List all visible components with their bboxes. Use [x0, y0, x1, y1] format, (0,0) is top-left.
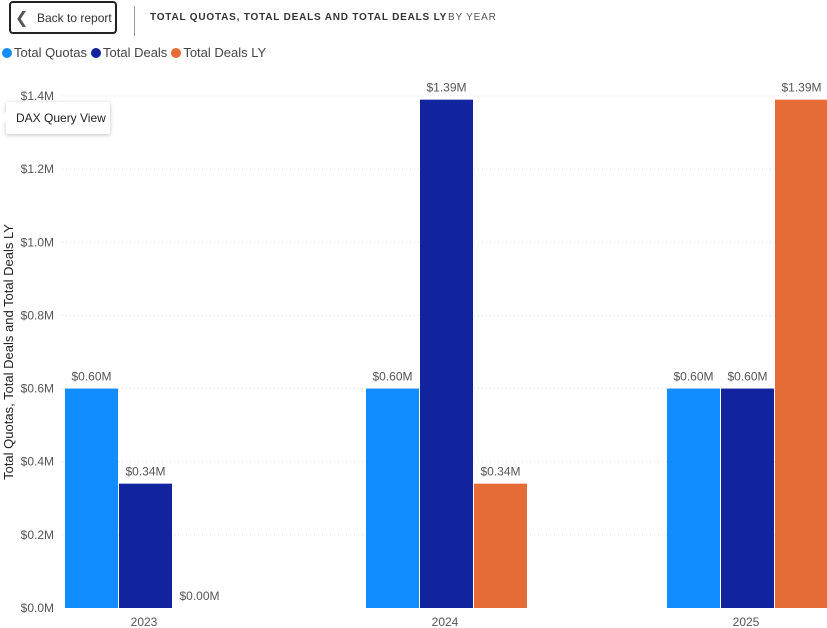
- legend: Total Quotas Total Deals Total Deals LY: [2, 45, 270, 60]
- data-label: $1.39M: [426, 81, 466, 95]
- y-tick-label: $0.0M: [21, 601, 54, 615]
- legend-item-total-deals-ly[interactable]: Total Deals LY: [171, 45, 266, 60]
- y-tick-label: $1.0M: [21, 235, 54, 249]
- x-tick-label: 2025: [733, 615, 760, 628]
- y-axis-title: Total Quotas, Total Deals and Total Deal…: [1, 224, 16, 480]
- bar[interactable]: [119, 483, 172, 608]
- dax-query-view-tooltip: DAX Query View: [0, 102, 110, 134]
- data-label: $0.60M: [372, 370, 412, 384]
- data-label: $0.34M: [125, 465, 165, 479]
- y-tick-label: $0.2M: [21, 528, 54, 542]
- bar[interactable]: [420, 99, 473, 609]
- bar[interactable]: [474, 483, 527, 608]
- chart-subtitle: BY YEAR: [448, 12, 497, 23]
- chart-title: TOTAL QUOTAS, TOTAL DEALS AND TOTAL DEAL…: [150, 12, 448, 23]
- back-to-report-button[interactable]: ❮ Back to report: [9, 1, 117, 34]
- y-tick-label: $0.4M: [21, 455, 54, 469]
- legend-item-total-quotas[interactable]: Total Quotas: [2, 45, 87, 60]
- legend-label: Total Deals LY: [183, 45, 267, 60]
- y-tick-label: $1.4M: [21, 89, 54, 103]
- data-label: $0.34M: [480, 465, 520, 479]
- divider: [134, 6, 135, 36]
- y-tick-label: $0.6M: [21, 382, 54, 396]
- bar[interactable]: [366, 388, 419, 608]
- bar[interactable]: [775, 99, 827, 609]
- x-tick-label: 2024: [432, 615, 459, 628]
- bar[interactable]: [667, 388, 720, 608]
- legend-label: Total Deals: [103, 45, 168, 60]
- legend-dot: [171, 47, 182, 58]
- legend-dot: [91, 47, 101, 58]
- y-tick-label: $1.2M: [21, 162, 54, 176]
- back-label: Back to report: [37, 10, 112, 25]
- data-label: $0.60M: [727, 370, 767, 384]
- chevron-left-icon: ❮: [15, 9, 29, 27]
- legend-item-total-deals[interactable]: Total Deals: [91, 45, 167, 60]
- data-label: $0.60M: [71, 370, 111, 384]
- legend-dot: [2, 47, 12, 58]
- bar[interactable]: [65, 388, 118, 608]
- data-label: $1.39M: [781, 81, 821, 95]
- data-label: $0.60M: [673, 370, 713, 384]
- y-tick-label: $0.8M: [21, 308, 54, 322]
- legend-label: Total Quotas: [14, 45, 87, 60]
- data-label: $0.00M: [179, 589, 219, 603]
- bar[interactable]: [721, 388, 774, 608]
- x-tick-label: 2023: [131, 615, 158, 628]
